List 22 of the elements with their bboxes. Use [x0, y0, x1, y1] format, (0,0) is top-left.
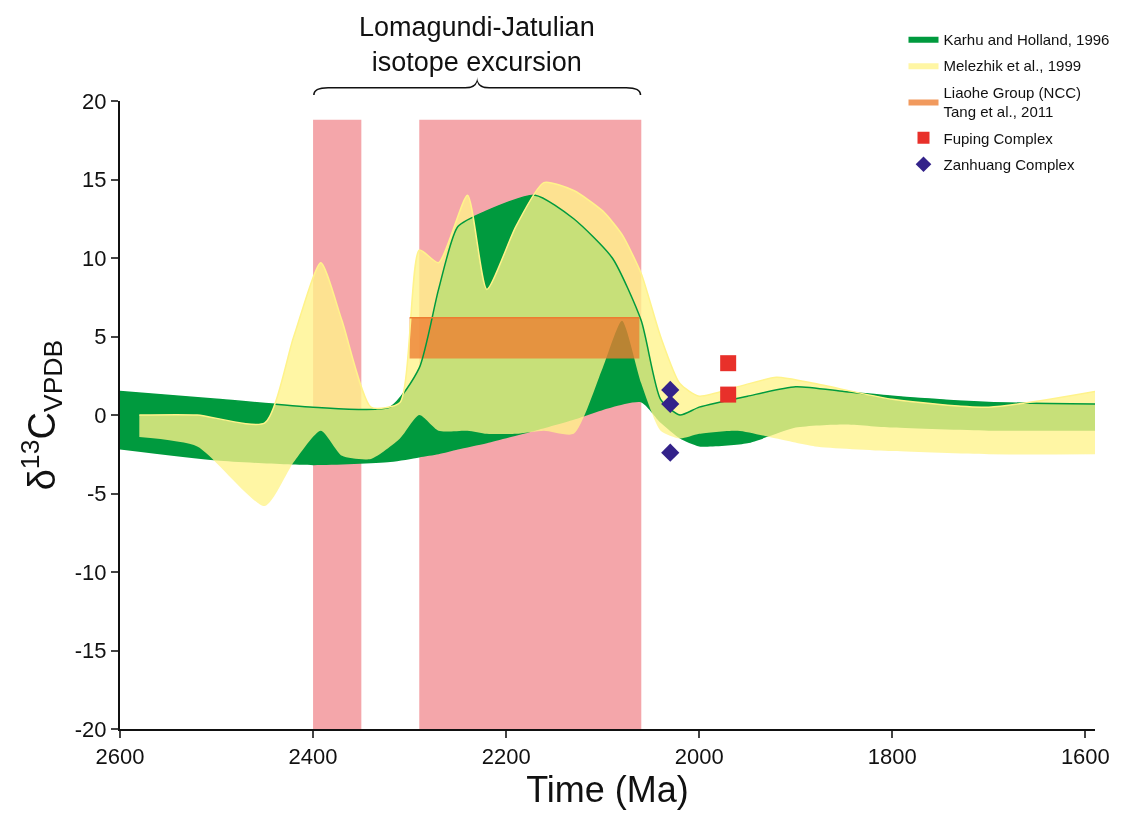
- legend-label: Liaohe Group (NCC) Tang et al., 2011: [943, 83, 1082, 121]
- x-tick-label: 1600: [1060, 744, 1110, 770]
- x-axis-title: Time (Ma): [526, 769, 689, 811]
- y-tick-label: 10: [82, 245, 107, 271]
- x-tick-label: 2600: [95, 744, 145, 770]
- text: Lomagundi-Jatulian isotope excursion: [359, 12, 595, 78]
- y-tick-label: 0: [94, 402, 107, 428]
- y-tick-label: 20: [82, 88, 107, 114]
- y-tick-label: 15: [82, 167, 107, 193]
- x-tick-label: 2400: [288, 744, 338, 770]
- legend-label: Fuping Complex: [943, 129, 1054, 147]
- x-tick-label: 2200: [481, 744, 531, 770]
- legend-label: Karhu and Holland, 1996: [943, 30, 1110, 48]
- y-tick-label: -10: [74, 559, 107, 585]
- y-tick-label: 5: [94, 324, 107, 350]
- y-tick-label: -5: [87, 481, 107, 507]
- y-tick-label: -20: [74, 716, 107, 742]
- legend-label: Melezhik et al., 1999: [943, 57, 1082, 75]
- legend-label: Zanhuang Complex: [943, 156, 1075, 174]
- y-tick-label: -15: [74, 638, 107, 664]
- x-tick-label: 1800: [867, 744, 917, 770]
- x-tick-label: 2000: [674, 744, 724, 770]
